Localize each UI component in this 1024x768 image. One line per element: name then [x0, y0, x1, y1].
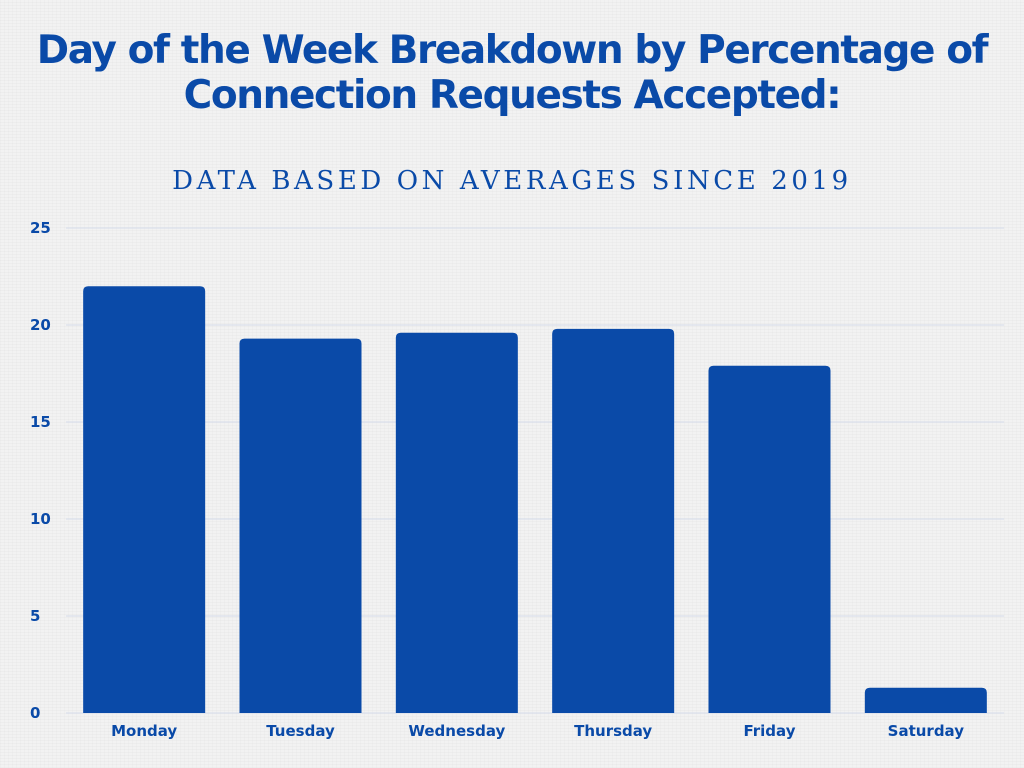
- bar-friday: [708, 365, 831, 713]
- bar-thursday: [552, 328, 675, 713]
- x-tick-label-monday: Monday: [111, 722, 177, 740]
- chart-title: Day of the Week Breakdown by Percentage …: [36, 28, 989, 118]
- bar-monday: [83, 286, 206, 713]
- x-tick-label-friday: Friday: [743, 722, 795, 740]
- bar-saturday: [864, 687, 987, 713]
- x-tick-label-thursday: Thursday: [574, 722, 652, 740]
- gridlines: [66, 227, 1004, 714]
- y-tick-label: 0: [30, 704, 40, 722]
- x-tick-label-saturday: Saturday: [888, 722, 965, 740]
- y-tick-label: 20: [30, 316, 51, 334]
- bar-tuesday: [239, 338, 362, 713]
- x-tick-label-tuesday: Tuesday: [266, 722, 335, 740]
- y-tick-label: 25: [30, 219, 51, 237]
- x-tick-label-wednesday: Wednesday: [408, 722, 505, 740]
- y-axis: 0 5 10 15 20 25: [30, 219, 51, 722]
- chart-subtitle: DATA BASED ON AVERAGES SINCE 2019: [172, 166, 852, 196]
- bars: [83, 286, 987, 713]
- y-tick-label: 15: [30, 413, 51, 431]
- bar-wednesday: [395, 332, 518, 713]
- x-axis: Monday Tuesday Wednesday Thursday Friday Satu…: [111, 722, 964, 740]
- y-tick-label: 5: [30, 607, 40, 625]
- y-tick-label: 10: [30, 510, 51, 528]
